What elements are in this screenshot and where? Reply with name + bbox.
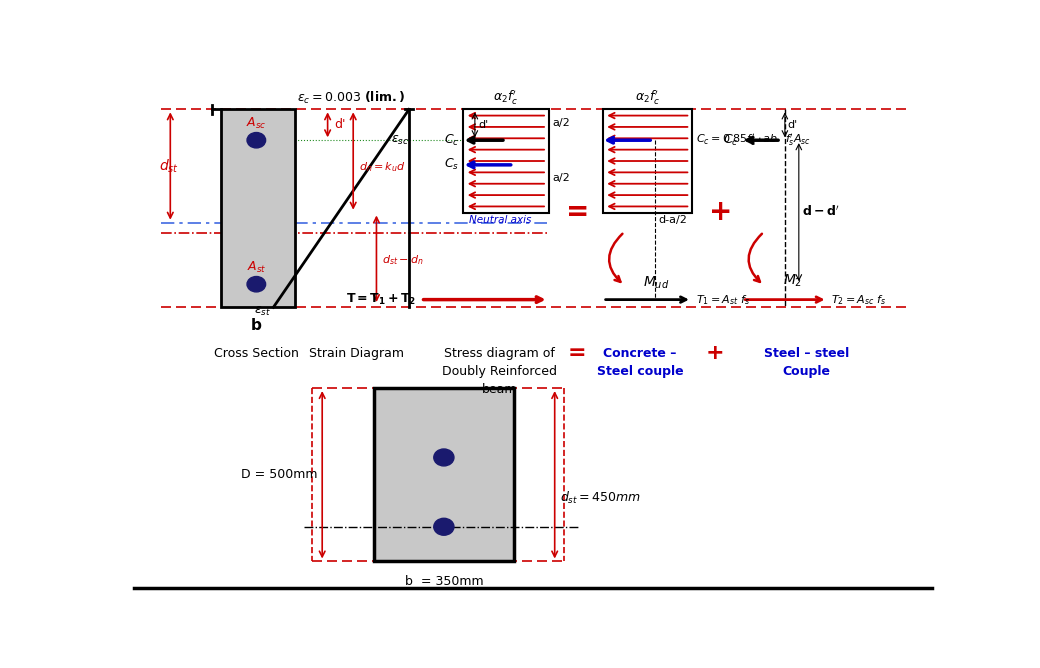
Ellipse shape [248, 132, 265, 148]
Text: Concrete –
Steel couple: Concrete – Steel couple [597, 347, 683, 378]
Text: =: = [568, 343, 587, 363]
Text: Steel – steel
Couple: Steel – steel Couple [764, 347, 850, 378]
Text: a/2: a/2 [552, 118, 570, 128]
Text: +: + [709, 198, 732, 226]
Text: $d_{st} = 450mm$: $d_{st} = 450mm$ [561, 490, 641, 506]
Text: $C_c = 0.85 f_c'\cdot ab$: $C_c = 0.85 f_c'\cdot ab$ [696, 132, 778, 148]
Text: Neutral axis: Neutral axis [469, 215, 531, 225]
Text: d-a/2: d-a/2 [658, 215, 687, 225]
Bar [603, 110, 692, 212]
Ellipse shape [248, 277, 265, 292]
Text: $T_1 = A_{st}\ f_s$: $T_1 = A_{st}\ f_s$ [696, 293, 750, 307]
Text: d': d' [787, 120, 798, 130]
Text: $\epsilon_{st}$: $\epsilon_{st}$ [254, 305, 271, 318]
Text: $f_s'A_{sc}$: $f_s'A_{sc}$ [785, 132, 811, 148]
Text: Strain Diagram: Strain Diagram [309, 347, 404, 360]
Bar [222, 110, 295, 307]
Text: $A_{st}$: $A_{st}$ [246, 260, 266, 275]
Text: $C_c$: $C_c$ [444, 133, 460, 148]
Text: $\epsilon_{sc}$: $\epsilon_{sc}$ [391, 134, 409, 147]
Text: $T_2 = A_{sc}\ f_s$: $T_2 = A_{sc}\ f_s$ [831, 293, 887, 307]
Text: Stress diagram of
Doubly Reinforced
beam: Stress diagram of Doubly Reinforced beam [442, 347, 557, 396]
Ellipse shape [434, 518, 453, 535]
Text: $\mathbf{b}$: $\mathbf{b}$ [251, 317, 262, 333]
Text: $d_{st}$: $d_{st}$ [159, 158, 180, 175]
Text: $C_c$: $C_c$ [723, 133, 738, 148]
Text: d': d' [478, 120, 489, 130]
Text: a/2: a/2 [552, 173, 570, 183]
Text: $d_{st} - d_n$: $d_{st} - d_n$ [382, 253, 423, 267]
Text: b  = 350mm: b = 350mm [405, 575, 484, 589]
Text: $A_{sc}$: $A_{sc}$ [246, 116, 266, 131]
Text: =: = [566, 198, 590, 226]
Text: $\alpha_2 f_c'$: $\alpha_2 f_c'$ [493, 88, 519, 106]
Text: $M_2$: $M_2$ [782, 272, 802, 289]
Bar [463, 110, 548, 212]
Text: $\alpha_2 f_c'$: $\alpha_2 f_c'$ [634, 88, 660, 106]
Text: $C_s$: $C_s$ [444, 157, 460, 172]
Text: $d_n = k_u d$: $d_n = k_u d$ [359, 160, 406, 174]
Ellipse shape [434, 449, 453, 466]
Text: Cross Section: Cross Section [214, 347, 298, 360]
Text: D = 500mm: D = 500mm [241, 468, 317, 481]
Text: $M_{ud}$: $M_{ud}$ [643, 275, 670, 291]
Text: $\epsilon_c = 0.003\ \mathbf{(lim.)}$: $\epsilon_c = 0.003\ \mathbf{(lim.)}$ [296, 90, 406, 106]
Text: $\mathbf{d - d'}$: $\mathbf{d - d'}$ [802, 205, 839, 220]
Bar [374, 388, 514, 561]
Text: +: + [706, 343, 725, 363]
Text: d': d' [334, 118, 345, 132]
Text: $\mathbf{T = T_1 + T_2}$: $\mathbf{T = T_1 + T_2}$ [346, 292, 417, 307]
